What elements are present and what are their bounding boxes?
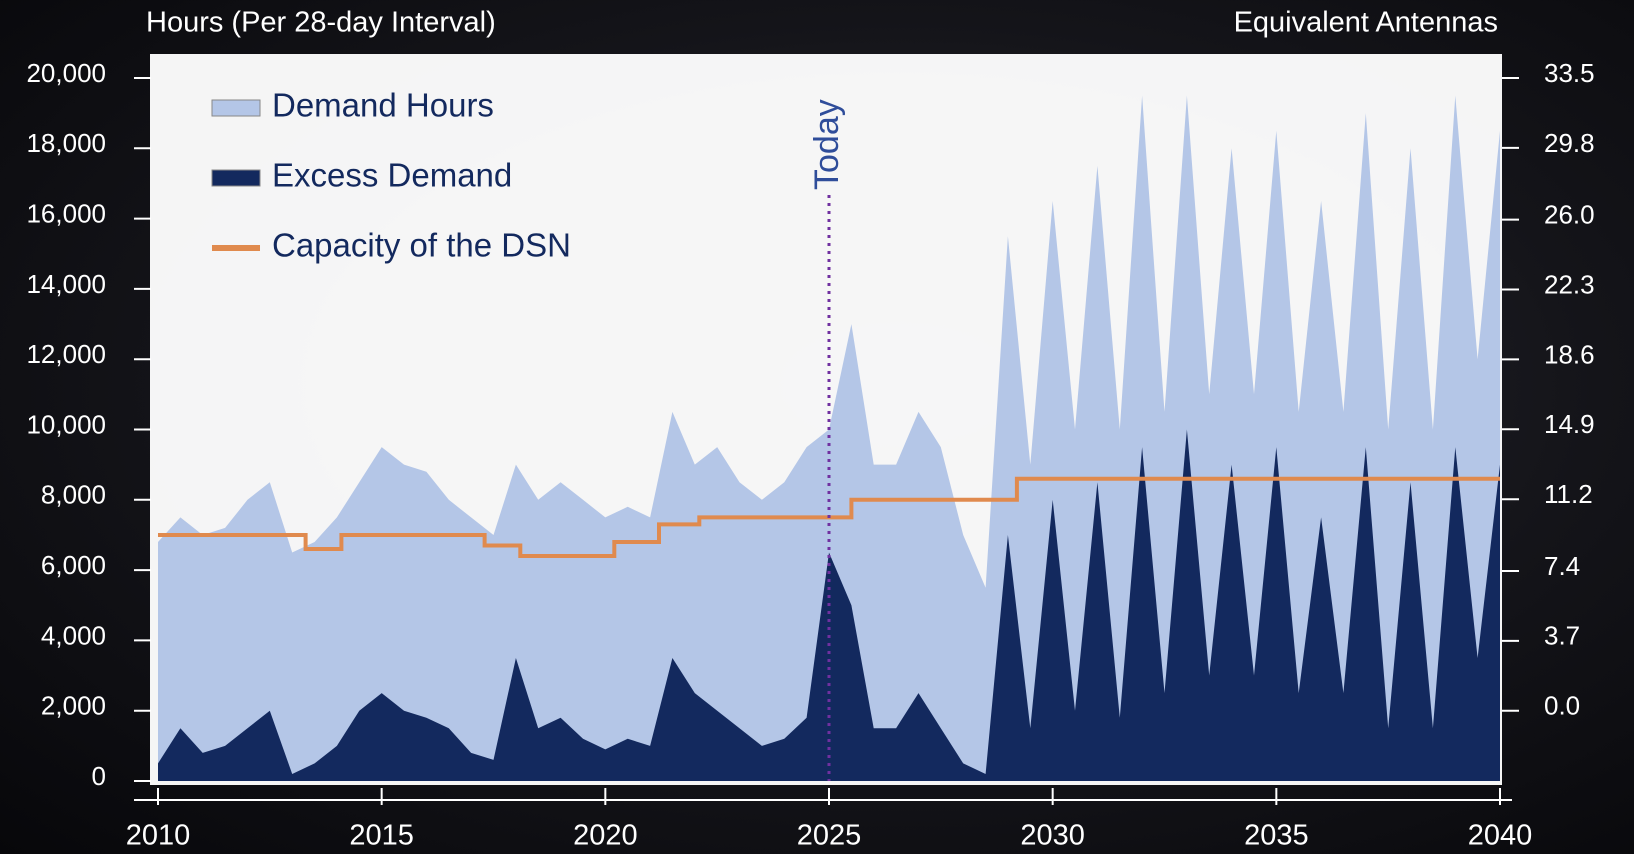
y2-tick-label: 7.4 xyxy=(1544,551,1580,581)
x-tick-label: 2035 xyxy=(1244,820,1309,852)
y-tick-label: 12,000 xyxy=(26,339,106,369)
y-tick-label: 8,000 xyxy=(41,480,106,510)
y-tick-label: 14,000 xyxy=(26,269,106,299)
y-tick-label: 20,000 xyxy=(26,58,106,88)
y2-tick-label: 0.0 xyxy=(1544,691,1580,721)
x-tick-label: 2015 xyxy=(349,820,414,852)
annotation: Today xyxy=(808,99,846,190)
legend-label: Excess Demand xyxy=(272,157,512,194)
y2-tick-label: 11.2 xyxy=(1544,479,1593,509)
x-tick-label: 2025 xyxy=(797,820,862,852)
y-tick-label: 0 xyxy=(92,761,106,791)
y2-tick-label: 18.6 xyxy=(1544,339,1595,369)
legend-swatch xyxy=(212,100,260,116)
y-axis-label: Hours (Per 28-day Interval) xyxy=(146,7,496,39)
legend-swatch xyxy=(212,170,260,186)
y-tick-label: 18,000 xyxy=(26,128,106,158)
x-tick-label: 2020 xyxy=(573,820,638,852)
y-tick-label: 4,000 xyxy=(41,620,106,650)
legend-label: Capacity of the DSN xyxy=(272,227,571,264)
y2-tick-label: 3.7 xyxy=(1544,621,1580,651)
legend-swatch xyxy=(212,245,260,251)
y2-tick-label: 26.0 xyxy=(1544,200,1595,230)
y2-tick-label: 14.9 xyxy=(1544,409,1595,439)
page: Hours (Per 28-day Interval) Equivalent A… xyxy=(0,0,1634,854)
x-tick-label: 2030 xyxy=(1020,820,1085,852)
y-tick-label: 16,000 xyxy=(26,198,106,228)
y-tick-label: 10,000 xyxy=(26,409,106,439)
y2-tick-label: 22.3 xyxy=(1544,269,1595,299)
chart: Hours (Per 28-day Interval) Equivalent A… xyxy=(0,0,1634,854)
y2-axis-label: Equivalent Antennas xyxy=(1234,7,1498,39)
y-tick-label: 2,000 xyxy=(41,691,106,721)
y-tick-label: 6,000 xyxy=(41,550,106,580)
legend-label: Demand Hours xyxy=(272,87,494,124)
y2-tick-label: 29.8 xyxy=(1544,128,1595,158)
x-tick-label: 2040 xyxy=(1468,820,1533,852)
y2-tick-label: 33.5 xyxy=(1544,58,1595,88)
x-tick-label: 2010 xyxy=(126,820,191,852)
